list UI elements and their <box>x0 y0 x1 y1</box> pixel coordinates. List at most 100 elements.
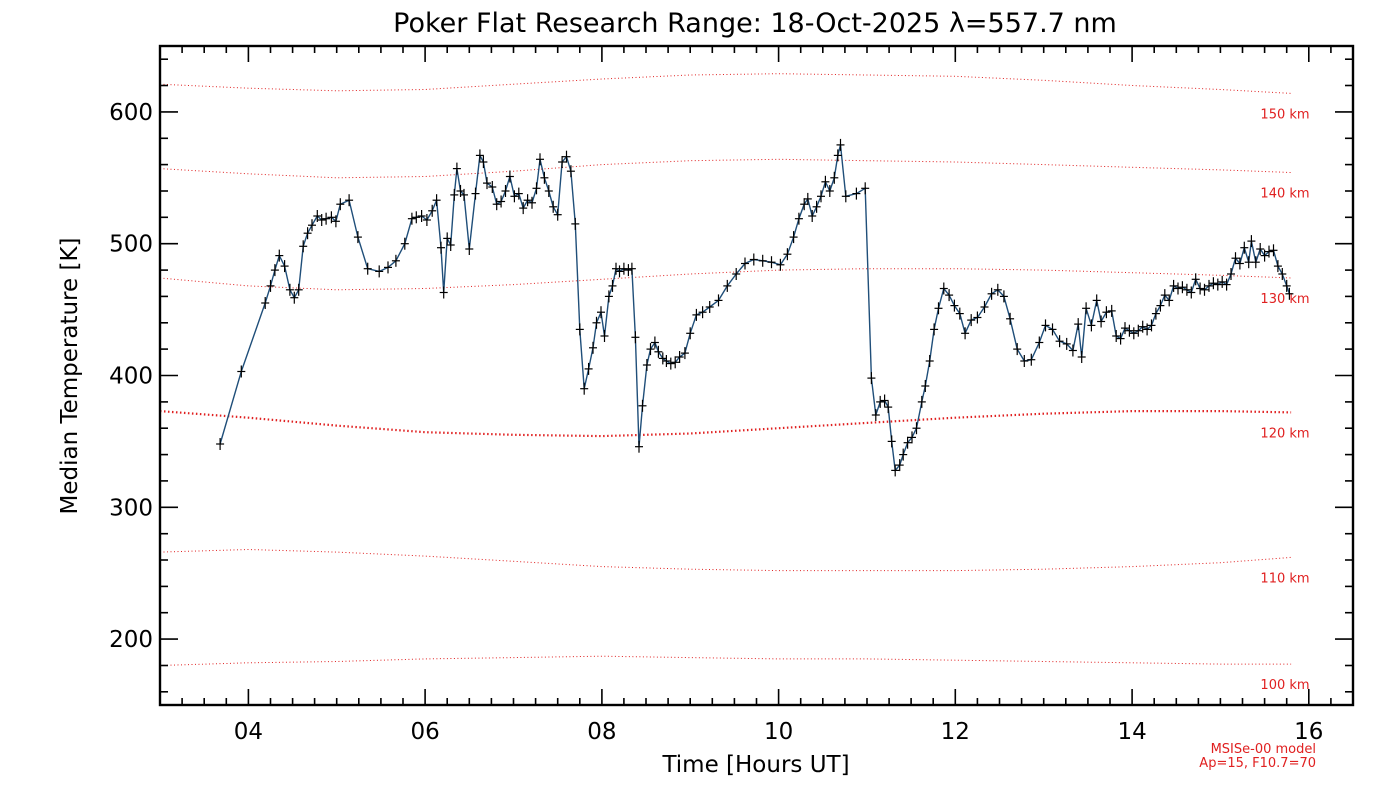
data-point <box>280 260 289 273</box>
model-annotation-line-1: MSISe-00 model <box>1211 742 1316 757</box>
data-point <box>407 212 416 225</box>
data-point <box>497 195 506 208</box>
data-point <box>1187 286 1196 299</box>
data-point <box>317 214 326 226</box>
x-tick-label: 10 <box>764 719 793 745</box>
data-point <box>345 194 354 207</box>
data-point <box>1165 294 1174 307</box>
data-point <box>836 138 845 151</box>
data-point <box>1041 319 1050 332</box>
data-point <box>1074 318 1083 331</box>
data-point <box>686 327 695 340</box>
model-line-label: 130 km <box>1260 292 1309 307</box>
data-point <box>465 243 474 255</box>
data-point <box>1129 327 1138 340</box>
data-point <box>1213 278 1222 291</box>
data-point <box>631 331 640 344</box>
data-point <box>939 282 948 295</box>
model-line <box>159 158 1292 179</box>
x-tick-label: 04 <box>234 719 263 745</box>
data-point <box>237 365 246 378</box>
data-point <box>592 316 601 329</box>
data-point <box>825 185 834 197</box>
data-point <box>1020 355 1029 367</box>
data-point <box>891 464 900 477</box>
model-line <box>159 410 1292 438</box>
data-point <box>519 202 528 215</box>
data-point <box>1231 252 1240 265</box>
data-point <box>635 440 643 453</box>
x-tick-label: 08 <box>587 719 616 745</box>
data-point <box>446 239 455 251</box>
y-tick-label: 400 <box>109 364 153 390</box>
data-point <box>452 162 461 175</box>
data-point <box>821 175 830 188</box>
data-point <box>536 153 544 166</box>
data-point <box>1247 235 1256 248</box>
data-point <box>1160 289 1169 302</box>
data-point <box>553 208 562 221</box>
model-line-label: 100 km <box>1260 678 1309 693</box>
data-point <box>967 314 976 327</box>
x-tick-label: 14 <box>1117 719 1146 745</box>
y-tick-label: 300 <box>109 495 153 521</box>
data-point <box>624 264 633 277</box>
data-point <box>299 240 308 253</box>
model-line-label: 150 km <box>1260 107 1309 122</box>
data-point <box>767 256 776 269</box>
data-point <box>1121 322 1129 335</box>
data-point <box>714 294 723 307</box>
data-point <box>422 214 431 226</box>
data-point <box>903 436 912 449</box>
data-point <box>895 459 904 472</box>
data-point <box>1048 323 1057 336</box>
data-point <box>275 249 284 262</box>
data-point <box>732 268 741 280</box>
data-point <box>1200 283 1209 296</box>
data-point <box>662 355 671 367</box>
data-point <box>1077 351 1086 363</box>
data-point <box>1068 344 1077 357</box>
data-point <box>566 165 575 178</box>
data-point <box>505 170 514 183</box>
data-point <box>758 254 767 267</box>
data-point <box>428 204 437 217</box>
data-point <box>1027 353 1036 366</box>
data-point <box>612 262 620 275</box>
data-point <box>1282 279 1291 292</box>
data-point <box>861 182 870 195</box>
data-point <box>783 248 792 261</box>
data-point <box>1116 332 1125 345</box>
data-point <box>973 311 982 324</box>
model-line <box>159 268 1292 291</box>
data-point <box>1112 330 1121 342</box>
data-point <box>308 219 316 232</box>
data-point <box>492 198 501 211</box>
data-point <box>1260 249 1269 262</box>
data-point <box>794 212 803 225</box>
y-tick-label: 500 <box>109 232 153 258</box>
data-point <box>1196 282 1205 295</box>
data-point <box>327 211 336 224</box>
x-axis-title: Time [Hours UT] <box>661 752 849 778</box>
data-point <box>817 190 825 203</box>
data-point <box>1169 279 1178 292</box>
data-point <box>331 215 340 228</box>
data-point <box>961 327 970 340</box>
data-point <box>604 290 613 303</box>
data-point <box>479 156 488 168</box>
data-point <box>353 231 362 244</box>
data-point <box>615 265 624 278</box>
data-point <box>930 323 939 336</box>
data-point <box>1092 294 1101 307</box>
data-point <box>575 323 584 336</box>
data-point <box>549 200 558 213</box>
data-point <box>723 279 732 292</box>
data-point <box>363 262 372 275</box>
data-point <box>322 212 331 225</box>
data-point <box>1097 315 1106 328</box>
data-point <box>432 194 441 207</box>
data-point <box>666 357 675 370</box>
data-point <box>741 257 749 270</box>
